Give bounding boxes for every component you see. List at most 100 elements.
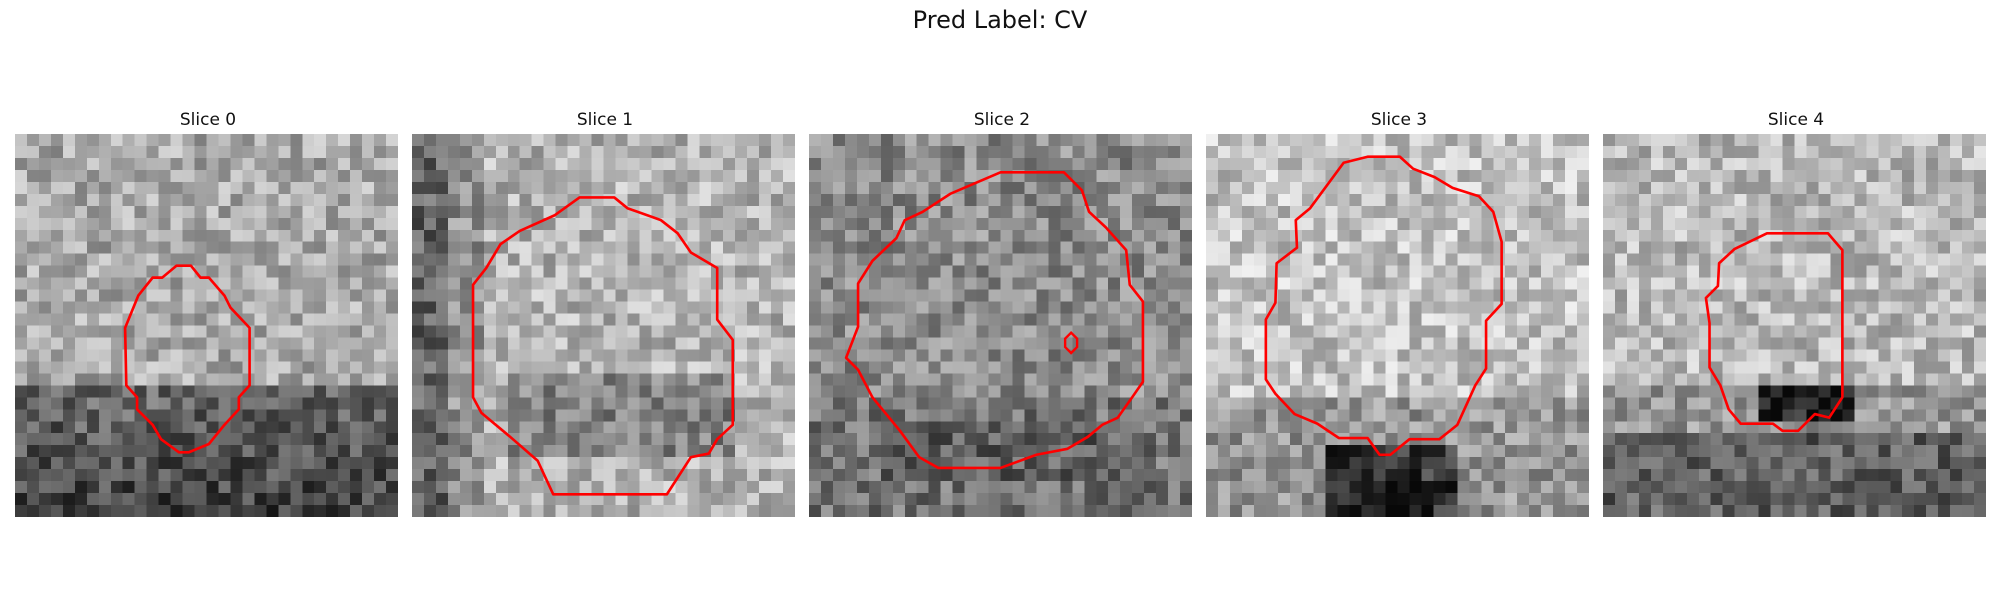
pixel [1638,421,1652,434]
pixel [1842,349,1855,362]
pixel [735,493,748,506]
slice-image-4 [1603,134,1986,517]
pixel [651,421,664,434]
pixel [771,253,784,266]
pixel [1541,145,1554,159]
pixel [242,157,255,171]
pixel [964,409,977,422]
pixel [74,385,88,398]
pixel [783,385,795,398]
pixel [1902,217,1915,230]
pixel [1132,169,1145,183]
pixel [711,409,724,422]
pixel [1337,349,1350,362]
pixel [651,469,664,482]
pixel [423,277,437,290]
pixel [976,193,989,207]
pixel [1385,385,1398,398]
pixel [555,289,568,302]
pixel [783,421,795,434]
pixel [1445,457,1458,470]
pixel [326,181,339,195]
pixel [1806,205,1819,219]
pixel [1469,157,1482,171]
pixel [290,337,303,350]
pixel [1481,469,1494,482]
pixel [1794,457,1807,470]
pixel [1289,385,1302,398]
pixel [639,373,652,386]
pixel [1217,409,1231,422]
pixel [735,349,748,362]
pixel [1854,325,1867,338]
pixel [856,505,870,517]
pixel [615,445,628,458]
pixel [459,349,473,362]
pixel [1806,134,1819,147]
pixel [1012,265,1025,278]
pixel [1180,397,1192,410]
pixel [182,134,195,147]
pixel [26,481,40,494]
pixel [362,433,375,446]
pixel [206,505,219,517]
pixel [1469,361,1482,374]
pixel [880,325,894,338]
pixel [50,373,64,386]
pixel [820,145,834,159]
pixel [302,493,315,506]
pixel [627,397,640,410]
pixel [26,325,40,338]
pixel [1012,229,1025,242]
pixel [98,253,111,266]
pixel [1782,397,1795,410]
pixel [1878,169,1891,183]
pixel [435,373,449,386]
pixel [1818,457,1831,470]
pixel [880,181,894,195]
pixel [98,277,111,290]
pixel [74,349,88,362]
pixel [1662,433,1676,446]
pixel [1241,421,1255,434]
pixel [699,481,712,494]
pixel [1325,277,1338,290]
pixel [856,457,870,470]
pixel [1529,397,1542,410]
pixel [1806,397,1819,410]
pixel [1096,205,1109,219]
pixel [447,385,461,398]
pixel [122,493,135,506]
pixel [266,169,279,183]
pixel [170,277,183,290]
pixel [759,253,772,266]
pixel [964,493,977,506]
pixel [1890,373,1903,386]
pixel [1517,193,1530,207]
pixel [1890,169,1903,183]
pixel [386,217,398,230]
pixel [543,325,556,338]
pixel [302,385,315,398]
pixel [1385,253,1398,266]
pixel [940,457,953,470]
pixel [809,205,822,219]
pixel [1710,433,1723,446]
pixel [1120,433,1133,446]
pixel [1120,445,1133,458]
pixel [1722,169,1735,183]
pixel [1926,217,1939,230]
pixel [1529,493,1542,506]
pixel [964,325,977,338]
pixel [1481,445,1494,458]
pixel [1361,373,1374,386]
pixel [1397,181,1410,195]
pixel [230,493,243,506]
pixel [1842,325,1855,338]
pixel [1481,385,1494,398]
pixel [1794,181,1807,195]
pixel [218,157,231,171]
pixel [1686,157,1699,171]
pixel [423,134,437,147]
pixel [663,457,676,470]
